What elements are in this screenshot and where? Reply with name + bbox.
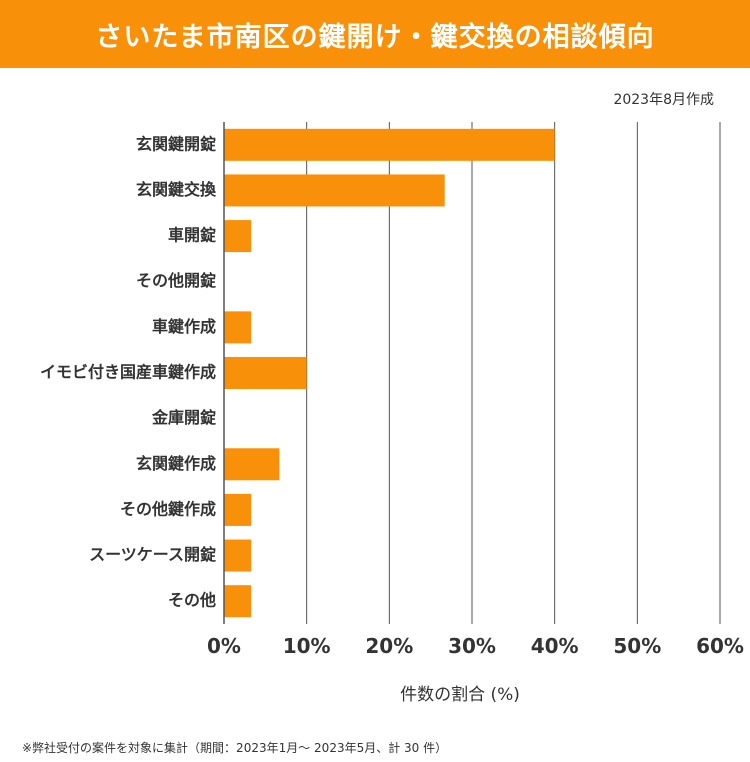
tick-label-10: 10%: [283, 634, 331, 658]
bar-7: [224, 448, 280, 481]
bar-9: [224, 539, 252, 572]
footnote: ※弊社受付の案件を対象に集計（期間：2023年1月～ 2023年5月、計 30 …: [22, 741, 448, 755]
bar-2: [224, 220, 252, 253]
category-label-9: スーツケース開錠: [89, 545, 216, 564]
bar-chart: 玄関鍵開錠玄関鍵交換車開錠その他開錠車鍵作成イモビ付き国産車鍵作成金庫開錠玄関鍵…: [40, 122, 744, 658]
category-label-5: イモビ付き国産車鍵作成: [40, 363, 216, 382]
bar-5: [224, 357, 307, 389]
category-label-6: 金庫開錠: [151, 408, 216, 427]
bar-10: [224, 585, 252, 618]
bar-layer: [224, 128, 555, 618]
header-banner: さいたま市南区の鍵開け・鍵交換の相談傾向: [0, 0, 750, 68]
bar-8: [224, 493, 252, 526]
tick-labels: 0% 10% 20% 30% 40% 50% 60%: [207, 634, 744, 658]
tick-label-20: 20%: [365, 634, 413, 658]
category-label-3: その他開錠: [136, 271, 216, 290]
category-label-7: 玄関鍵作成: [136, 454, 216, 473]
category-label-1: 玄関鍵交換: [136, 180, 217, 199]
category-labels: 玄関鍵開錠玄関鍵交換車開錠その他開錠車鍵作成イモビ付き国産車鍵作成金庫開錠玄関鍵…: [40, 134, 217, 609]
tick-label-60: 60%: [696, 634, 744, 658]
category-label-8: その他鍵作成: [120, 499, 216, 518]
x-axis-title: 件数の割合 (%): [0, 680, 750, 705]
category-label-0: 玄関鍵開錠: [136, 134, 216, 153]
category-label-4: 車鍵作成: [152, 317, 216, 336]
date-note: 2023年8月作成: [613, 92, 714, 108]
tick-label-40: 40%: [531, 634, 579, 658]
tick-label-30: 30%: [448, 634, 496, 658]
x-axis-title-text: 件数の割合 (%): [400, 685, 520, 705]
bar-0: [224, 128, 555, 161]
chart-title: さいたま市南区の鍵開け・鍵交換の相談傾向: [95, 21, 655, 53]
category-label-2: 車開錠: [168, 226, 216, 245]
category-label-10: その他: [168, 591, 216, 610]
tick-label-50: 50%: [613, 634, 661, 658]
bar-4: [224, 311, 252, 344]
tick-label-0: 0%: [207, 634, 241, 658]
bar-1: [224, 174, 445, 207]
